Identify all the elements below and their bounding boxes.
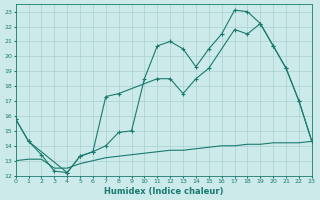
X-axis label: Humidex (Indice chaleur): Humidex (Indice chaleur) [104, 187, 223, 196]
